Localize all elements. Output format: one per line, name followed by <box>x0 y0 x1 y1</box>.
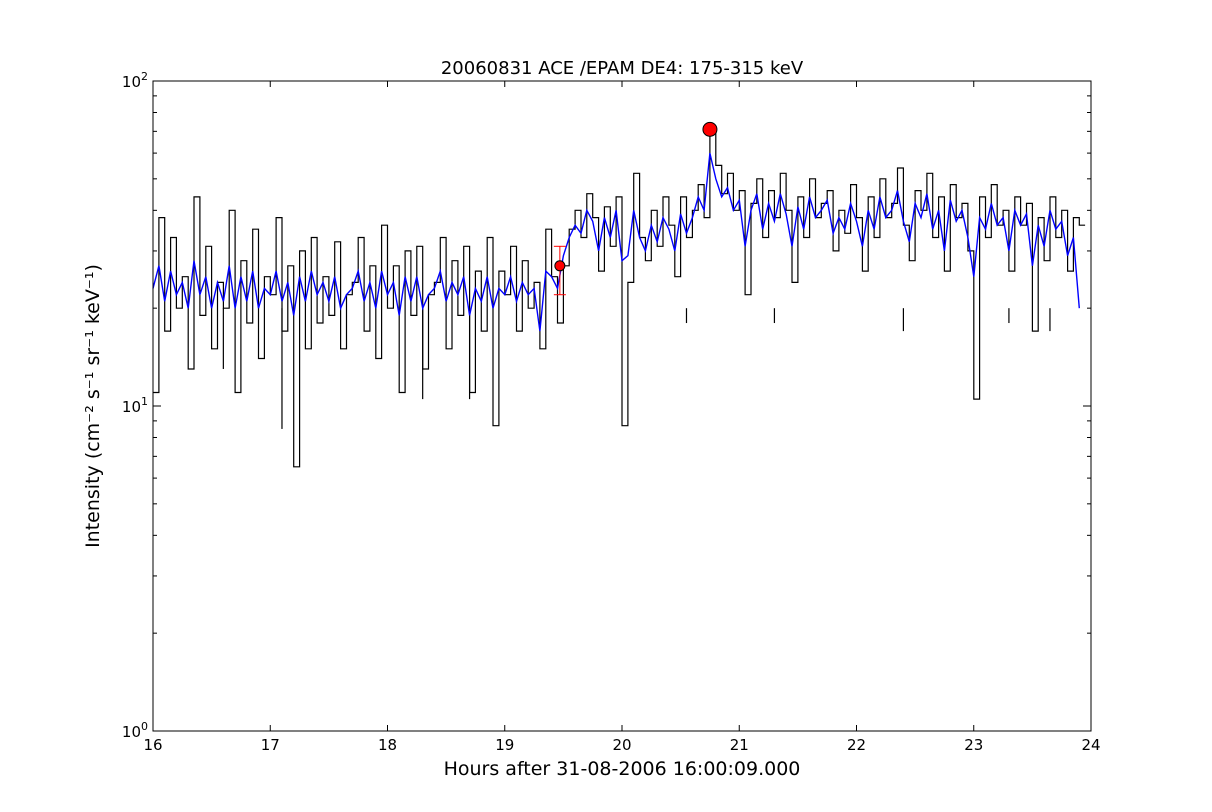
x-tick-label-7: 23 <box>964 736 983 754</box>
chart-title: 20060831 ACE /EPAM DE4: 175-315 keV <box>441 58 804 79</box>
y-tick-label-2: 102 <box>122 70 148 91</box>
series-line-1 <box>152 152 1080 332</box>
series-layer <box>152 126 1086 468</box>
x-tick-label-2: 18 <box>378 736 397 754</box>
y-tick-label-1: 101 <box>122 395 148 416</box>
x-tick-label-0: 16 <box>143 736 162 754</box>
minor-ticks <box>153 95 1091 634</box>
x-tick-label-5: 21 <box>730 736 749 754</box>
y-axis-label: Intensity (cm⁻² s⁻¹ sr⁻¹ keV⁻¹) <box>82 264 104 548</box>
plot-area <box>152 80 1092 732</box>
y-tick-labels: 100 101 102 <box>122 70 148 741</box>
y-tick-label-0: 100 <box>122 720 148 741</box>
series-line-0 <box>153 126 1086 468</box>
x-tick-label-3: 19 <box>495 736 514 754</box>
x-tick-label-8: 24 <box>1081 736 1100 754</box>
x-tick-label-6: 22 <box>847 736 866 754</box>
marker-layer <box>553 121 718 296</box>
marker-0 <box>554 260 566 272</box>
x-tick-label-4: 20 <box>612 736 631 754</box>
x-axis-label: Hours after 31-08-2006 16:00:09.000 <box>444 758 801 780</box>
plot-frame <box>152 80 1092 732</box>
x-tick-labels: 16 17 18 19 20 21 22 23 24 <box>143 736 1100 754</box>
x-tick-label-1: 17 <box>261 736 280 754</box>
marker-1 <box>702 121 718 137</box>
